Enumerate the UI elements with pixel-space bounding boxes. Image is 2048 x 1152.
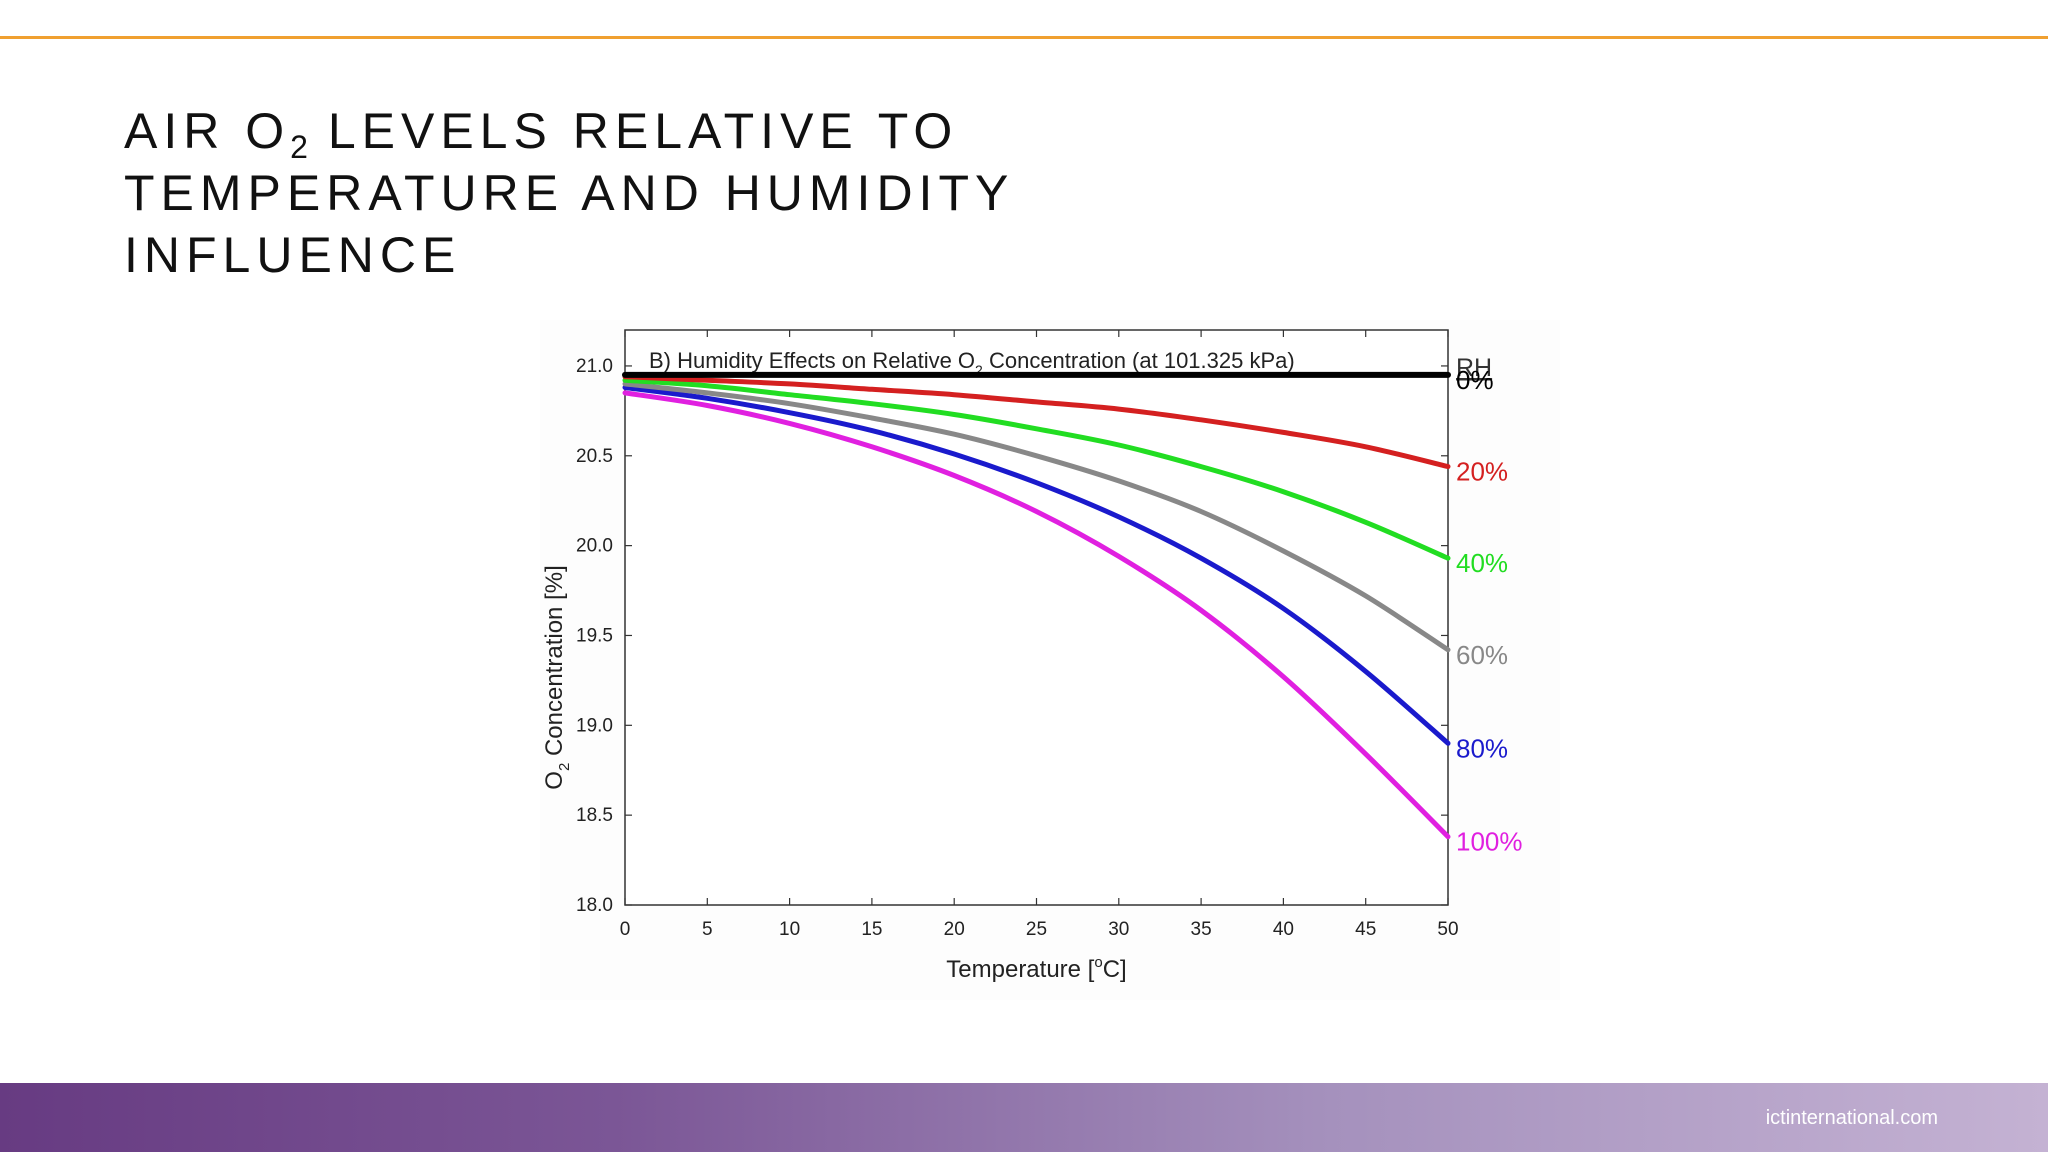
series-line-rh-20 [622, 374, 1451, 470]
o2-humidity-chart: 0 5 10 15 20 25 30 35 40 45 50 18.0 18.5 19.0 19.5 20.0… [541, 329, 1523, 983]
series-line-rh-80 [622, 385, 1451, 746]
x-tick-label: 40 [1273, 919, 1294, 940]
legend-label-rh-20: 20% [1456, 457, 1508, 487]
title-line-1: AIR O2 LEVELS RELATIVE TO [124, 103, 959, 165]
y-tick-label: 19.5 [576, 625, 613, 646]
x-tick-label: 15 [861, 919, 882, 940]
y-tick-label: 20.0 [576, 536, 613, 557]
y-tick-label: 19.0 [576, 715, 613, 736]
chart-image-panel: 0 5 10 15 20 25 30 35 40 45 50 18.0 18.5 19.0 19.5 20.0… [540, 320, 1560, 1000]
legend-title: RH [1456, 354, 1492, 382]
series-line-rh-100 [622, 390, 1451, 840]
legend-label-rh-60: 60% [1456, 640, 1508, 670]
x-axis-label: Temperature [oC] [946, 954, 1126, 983]
footer-bar: ictinternational.com [0, 1083, 2048, 1152]
x-tick-label: 35 [1191, 919, 1212, 940]
x-tick-label: 25 [1026, 919, 1047, 940]
footer-website[interactable]: ictinternational.com [1765, 1107, 1938, 1129]
x-tick-label: 10 [779, 919, 800, 940]
legend-label-rh-80: 80% [1456, 733, 1508, 763]
y-tick-label: 20.5 [576, 446, 613, 467]
legend-label-rh-100: 100% [1456, 827, 1523, 857]
title-line-3: INFLUENCE [124, 227, 462, 283]
x-tick-label: 20 [944, 919, 965, 940]
slide-title: AIR O2 LEVELS RELATIVE TO TEMPERATURE AN… [124, 100, 1014, 286]
title-line-2: TEMPERATURE AND HUMIDITY [124, 165, 1015, 221]
x-tick-label: 5 [702, 919, 713, 940]
chart-title: B) Humidity Effects on Relative O2 Conce… [649, 348, 1295, 378]
plot-frame [624, 329, 1449, 906]
y-axis-label: O2 Concentration [%] [541, 565, 573, 789]
legend-label-rh-40: 40% [1456, 548, 1508, 578]
x-tick-label: 30 [1108, 919, 1129, 940]
series-line-rh-40 [622, 377, 1451, 561]
y-tick-label: 18.5 [576, 805, 613, 826]
top-accent-rule [0, 36, 2048, 39]
x-tick-label: 50 [1437, 919, 1458, 940]
y-tick-label: 21.0 [576, 356, 613, 377]
y-tick-label: 18.0 [576, 895, 613, 916]
legend-label-rh-0: 0% [1456, 365, 1494, 395]
x-tick-label: 0 [620, 919, 631, 940]
x-tick-label: 45 [1355, 919, 1376, 940]
series-line-rh-60 [622, 381, 1451, 653]
